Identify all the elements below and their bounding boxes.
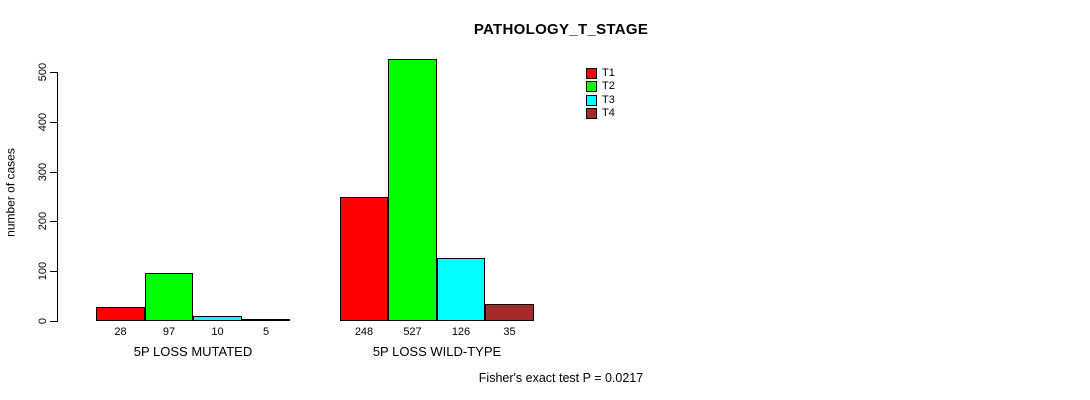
legend-label: T3	[602, 93, 615, 106]
bar-t1-group2	[340, 197, 388, 321]
y-tick-label: 300	[37, 162, 49, 182]
x-category-label: 5P LOSS MUTATED	[133, 344, 253, 359]
y-tick-label: 0	[37, 317, 49, 325]
y-axis-line	[57, 72, 58, 322]
legend-item-t2: T2	[586, 80, 646, 93]
bar-t4-group2	[485, 304, 534, 321]
x-category-label: 5P LOSS WILD-TYPE	[372, 344, 502, 359]
y-tick-mark	[50, 271, 57, 272]
bar-value-label: 5	[262, 326, 270, 338]
chart-title: PATHOLOGY_T_STAGE	[473, 21, 649, 38]
y-tick-label: 200	[37, 211, 49, 231]
bar-value-label: 28	[114, 326, 127, 338]
legend-item-t3: T3	[586, 94, 646, 107]
y-tick-label: 500	[37, 62, 49, 82]
y-tick-label: 400	[37, 112, 49, 132]
bar-t4-group1	[242, 319, 290, 321]
y-tick-label: 100	[37, 261, 49, 281]
bar-value-label: 35	[503, 326, 516, 338]
annotation-text: Fisher's exact test P = 0.0217	[478, 371, 644, 385]
legend-item-t4: T4	[586, 107, 646, 120]
legend-label: T2	[602, 80, 615, 93]
bar-t2-group1	[145, 273, 193, 321]
y-tick-mark	[50, 172, 57, 173]
bar-value-label: 527	[403, 326, 422, 338]
bar-t3-group1	[193, 316, 242, 321]
bar-value-label: 97	[162, 326, 176, 338]
y-axis-label: number of cases	[3, 148, 18, 237]
legend-label: T4	[602, 106, 615, 119]
bar-value-label: 10	[211, 326, 224, 338]
legend-item-t1: T1	[586, 67, 646, 80]
legend-swatch-t4	[586, 107, 597, 119]
bar-t1-group1	[96, 307, 145, 321]
legend-swatch-t2	[586, 81, 597, 93]
y-tick-mark	[50, 221, 57, 222]
y-tick-mark	[50, 321, 57, 322]
legend-swatch-t3	[586, 94, 597, 106]
y-tick-mark	[50, 72, 57, 73]
bar-t3-group2	[437, 258, 485, 321]
legend-swatch-t1	[586, 68, 597, 79]
bar-value-label: 126	[451, 326, 471, 338]
bar-t2-group2	[388, 59, 437, 321]
legend-label: T1	[602, 67, 615, 79]
y-tick-mark	[50, 122, 57, 123]
bar-value-label: 248	[354, 326, 374, 338]
